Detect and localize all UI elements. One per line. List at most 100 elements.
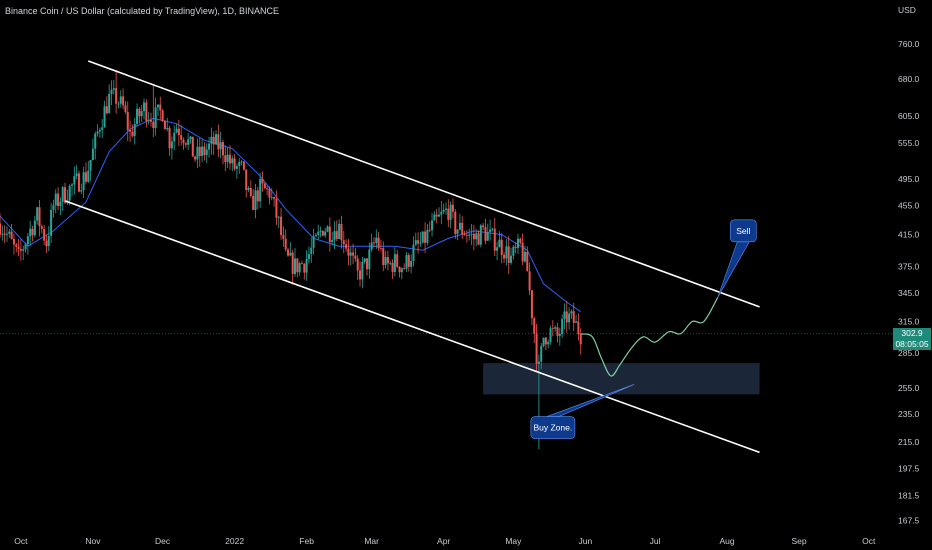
y-tick-label: 181.5 [898,490,920,500]
candle-body [440,211,443,215]
channel-layer [64,60,760,454]
candle-body [544,337,547,345]
y-axis[interactable]: USD 760.0 680.0 605.0 555.0 495.0 455.0 415.0 37… [898,5,920,526]
candle-body [256,190,259,202]
callouts-layer: Sell Buy Zone. [530,219,757,439]
candle-body [417,240,420,244]
candle-body [131,131,134,136]
callout-label: Buy Zone. [533,423,572,433]
candle-body [45,240,48,247]
candle-body [224,155,227,163]
candle-body [451,204,454,212]
candle-body [1,233,4,235]
candle-body [354,255,357,259]
candle-body [168,128,171,149]
candle-body [50,209,53,237]
candle-body [71,184,74,186]
candle-body [370,242,373,250]
candle-body [489,229,492,232]
candle-body [89,159,92,171]
candle-body [298,263,301,273]
x-tick-label: Jul [650,536,661,546]
candle-body [461,222,464,235]
candle-body [512,246,515,256]
candle-body [36,207,39,221]
candle-body [270,197,273,198]
candle-body [435,214,438,217]
candle-body [396,254,399,267]
candle-body [514,246,517,248]
candle-body [64,187,67,203]
candle-body [124,105,127,113]
candle-body [379,248,382,249]
candle-body [368,249,371,270]
y-tick-label: 680.0 [898,74,920,84]
candle-body [537,361,540,364]
candle-body [475,233,478,240]
candle-body [300,263,303,264]
candle-body [219,142,222,150]
candle-body [84,172,87,182]
candle-body [24,244,27,250]
candle-body [349,252,352,256]
candle-body [528,271,531,291]
candle-body [403,268,406,270]
candle-body [505,246,508,259]
candle-body [212,136,215,145]
candle-body [554,327,557,329]
candle-body [361,261,364,280]
x-tick-label: Nov [85,536,101,546]
candle-body [105,106,108,114]
x-tick-label: Feb [299,536,314,546]
candle-body [129,129,132,132]
candle-body [266,188,269,190]
candle-body [117,103,120,105]
candle-body [454,211,457,234]
candle-body [61,187,64,202]
candle-body [294,258,296,274]
candle-body [486,231,489,241]
candle-body [321,230,324,236]
candle-body [568,313,571,323]
countdown-label: 08:05:05 [893,338,931,350]
candle-body [147,119,150,122]
x-tick-label: Sep [791,536,806,546]
candle-body [10,231,13,239]
candle-body [405,255,408,269]
candle-body [419,242,422,244]
candle-body [526,251,529,272]
candle-body [163,121,166,130]
candle-body [275,198,278,218]
x-tick-label: Mar [364,536,379,546]
candle-body [98,129,101,132]
x-tick-label: Dec [155,536,171,546]
candle-body [87,170,90,182]
candle-body [572,311,575,323]
candle-body [5,233,8,235]
candle-body [233,158,236,169]
candle-body [472,233,475,240]
callout-label: Sell [736,226,750,236]
candle-body [426,229,429,243]
candle-body [307,254,310,260]
candle-body [558,333,561,336]
candle-body [73,176,76,185]
candle-body [108,93,111,114]
candle-body [551,328,554,330]
x-axis[interactable]: Oct Nov Dec 2022 Feb Mar Apr May Jun Jul Aug Sep Oct [14,536,876,546]
candle-body [91,148,94,160]
candle-body [52,205,55,210]
y-tick-label: 255.0 [898,383,920,393]
candle-body [468,234,471,236]
candles-layer [0,69,582,450]
candle-body [540,346,543,362]
candle-body [352,252,355,256]
candle-body [338,223,341,240]
candle-body [438,214,441,217]
candle-body [273,197,276,199]
candle-body [563,311,566,320]
candle-body [491,228,494,230]
candle-body [542,337,545,347]
candle-body [470,233,473,235]
